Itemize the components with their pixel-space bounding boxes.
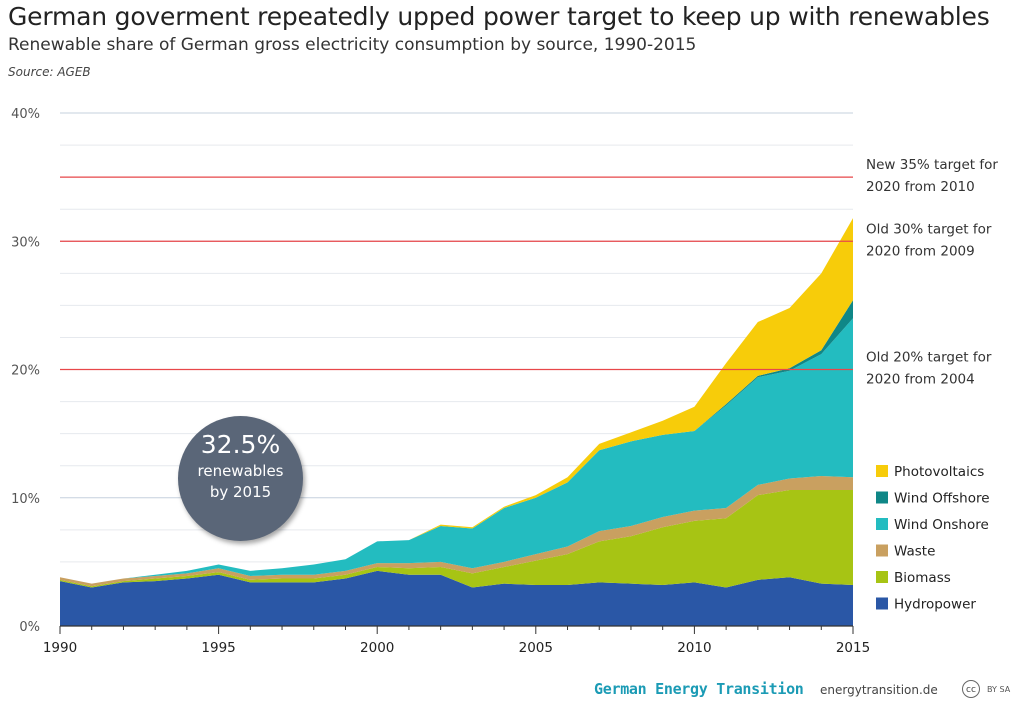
legend-label: Wind Onshore: [894, 517, 989, 533]
source-note: Source: AGEB: [8, 65, 91, 79]
target-label: Old 20% target for: [866, 350, 992, 366]
target-label: 2020 from 2010: [866, 179, 975, 195]
brand-logo[interactable]: German Energy Transition: [594, 680, 804, 698]
legend-label: Photovoltaics: [894, 464, 984, 480]
x-tick-label: 2005: [519, 640, 553, 656]
x-tick-label: 2010: [677, 640, 711, 656]
area-wind-onshore: [60, 318, 853, 584]
area-hydropower: [60, 570, 853, 626]
total-share-badge: 32.5% renewables by 2015: [178, 416, 303, 541]
license-text: BY SA: [987, 685, 1011, 694]
target-label: Old 30% target for: [866, 221, 992, 237]
legend-label: Waste: [894, 544, 935, 560]
legend-swatch: [876, 465, 888, 477]
legend-swatch: [876, 571, 888, 583]
y-tick-label: 30%: [11, 235, 40, 250]
chart-title: German goverment repeatedly upped power …: [8, 2, 990, 31]
badge-value: 32.5%: [200, 430, 281, 459]
y-tick-label: 0%: [19, 620, 40, 635]
x-tick-label: 2015: [836, 640, 870, 656]
y-tick-label: 20%: [11, 364, 40, 379]
legend-swatch: [876, 544, 888, 557]
y-tick-label: 10%: [11, 492, 40, 507]
cc-license-icon: cc: [962, 680, 980, 698]
legend-label: Biomass: [894, 570, 951, 586]
legend-swatch: [876, 518, 888, 530]
target-label: 2020 from 2009: [866, 243, 975, 259]
legend-swatch: [876, 491, 888, 504]
x-tick-label: 1995: [201, 640, 235, 656]
legend-swatch: [876, 597, 888, 610]
target-label: 2020 from 2004: [866, 372, 975, 388]
x-tick-label: 2000: [360, 640, 394, 656]
badge-line-1: renewables: [197, 462, 284, 480]
x-tick-label: 1990: [43, 640, 77, 656]
area-biomass: [60, 490, 853, 588]
y-tick-label: 40%: [11, 107, 40, 122]
site-link[interactable]: energytransition.de: [820, 683, 938, 697]
area-waste: [60, 475, 853, 587]
chart-subtitle: Renewable share of German gross electric…: [8, 35, 697, 55]
target-label: New 35% target for: [866, 157, 998, 173]
legend-label: Wind Offshore: [894, 491, 990, 507]
badge-line-2: by 2015: [209, 483, 272, 501]
legend-label: Hydropower: [894, 597, 976, 613]
